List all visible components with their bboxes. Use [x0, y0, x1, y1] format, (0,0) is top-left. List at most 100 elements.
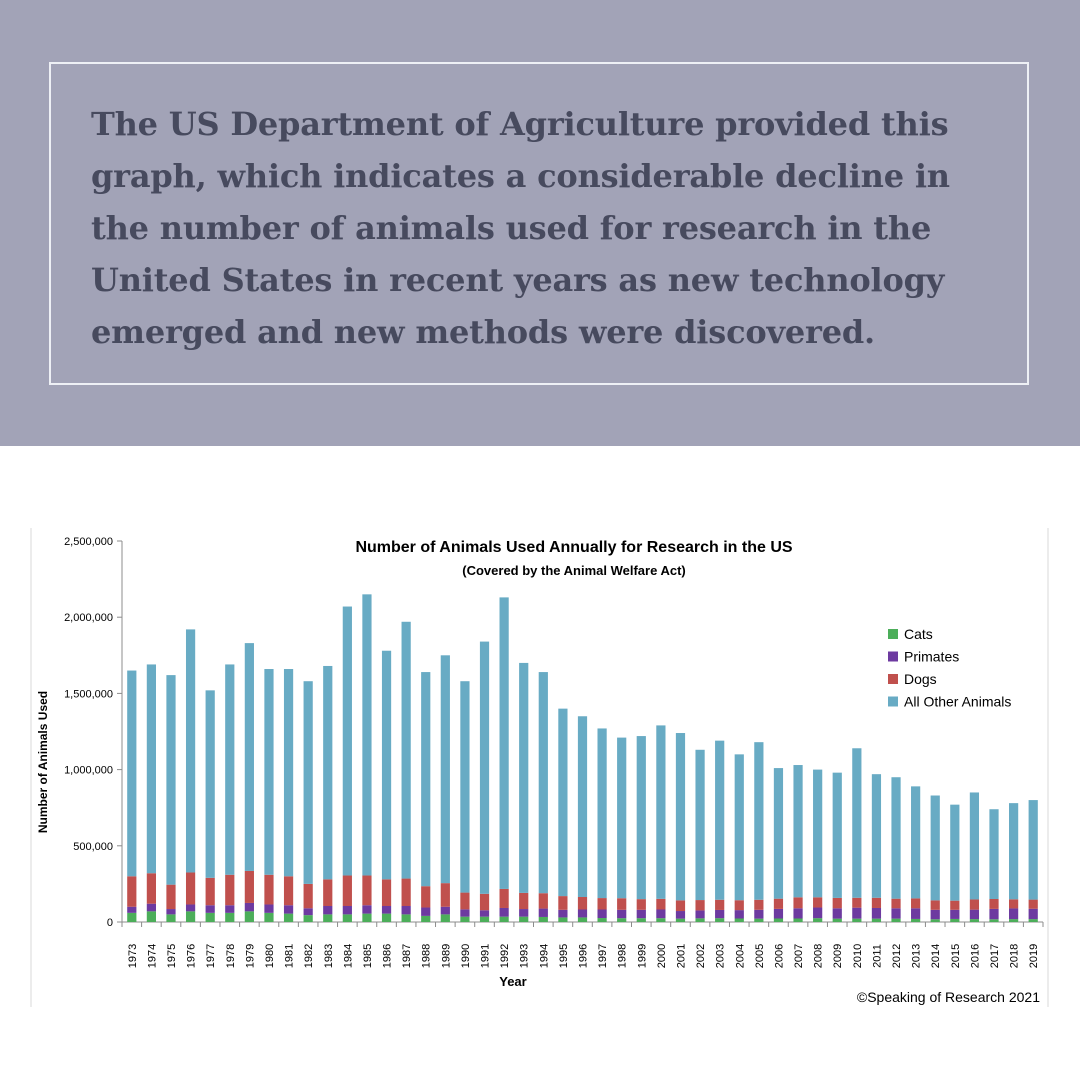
legend-label-dogs: Dogs: [904, 671, 937, 687]
y-axis: 0 500,000 1,000,000 1,500,000 2,000,000 2,500…: [64, 536, 123, 929]
x-tick-label: 2004: [734, 944, 746, 968]
bar-all-other-animals-2019: [1028, 800, 1038, 900]
bar-primates-2007: [793, 908, 803, 919]
x-tick-label: 1991: [480, 944, 492, 968]
bar-all-other-animals-1979: [244, 643, 254, 871]
bar-cats-2000: [656, 918, 666, 922]
bar-cats-1999: [636, 918, 646, 922]
bar-all-other-animals-1987: [401, 621, 411, 879]
bar-dogs-1980: [264, 874, 274, 905]
bar-dogs-1982: [303, 883, 313, 909]
bar-cats-1985: [362, 913, 372, 922]
bar-primates-2016: [969, 909, 980, 920]
bar-dogs-1997: [597, 898, 607, 910]
bar-dogs-1983: [323, 879, 333, 906]
bar-dogs-1989: [440, 883, 450, 907]
bar-dogs-2007: [793, 897, 803, 909]
x-axis-label: Year: [499, 974, 526, 989]
bar-cats-1992: [499, 916, 509, 922]
bar-primates-2010: [852, 907, 862, 919]
bar-primates-1982: [303, 908, 313, 916]
x-tick-label: 1973: [127, 944, 139, 968]
y-tick-label: 0: [107, 917, 113, 929]
bar-all-other-animals-2012: [891, 777, 901, 899]
bar-dogs-1990: [460, 892, 470, 910]
bar-dogs-2005: [754, 899, 764, 910]
credit-text: ©Speaking of Research 2021: [857, 989, 1040, 1005]
bar-primates-1988: [421, 907, 431, 916]
y-tick-label: 500,000: [73, 841, 113, 853]
bar-all-other-animals-1996: [577, 716, 588, 898]
bar-dogs-1998: [617, 898, 627, 910]
x-tick-label: 1990: [460, 944, 472, 968]
bar-dogs-2019: [1028, 899, 1038, 909]
bar-dogs-2014: [930, 900, 940, 910]
bar-primates-2004: [734, 910, 744, 919]
bar-primates-2014: [930, 909, 940, 920]
x-tick-label: 1982: [303, 944, 315, 968]
x-tick-label: 2001: [675, 944, 687, 968]
x-tick-label: 2016: [969, 944, 981, 968]
bar-dogs-1992: [499, 888, 509, 908]
bar-cats-1984: [342, 914, 352, 922]
bar-cats-1977: [205, 912, 215, 922]
x-tick-label: 1994: [538, 944, 550, 968]
bar-cats-2017: [989, 919, 999, 922]
bar-cats-1987: [401, 914, 411, 922]
bar-dogs-1973: [127, 876, 137, 907]
x-tick-label: 2010: [852, 944, 864, 968]
x-tick-label: 1975: [166, 944, 178, 968]
bar-all-other-animals-1990: [460, 681, 470, 893]
bar-cats-1979: [244, 911, 254, 922]
bar-cats-1982: [303, 915, 313, 922]
bar-primates-1976: [185, 904, 196, 912]
x-tick-label: 2002: [695, 944, 707, 968]
bar-primates-2012: [891, 908, 901, 919]
y-tick-label: 2,500,000: [64, 536, 113, 548]
bar-primates-1975: [166, 909, 176, 915]
x-tick-label: 1993: [519, 944, 531, 968]
bar-cats-1975: [166, 914, 176, 922]
x-tick-label: 1983: [323, 944, 335, 968]
bar-cats-1973: [127, 912, 137, 922]
legend-swatch-dogs: [888, 674, 898, 684]
y-axis-label: Number of Animals Used: [36, 691, 50, 833]
bar-all-other-animals-1985: [362, 594, 372, 876]
bar-cats-2019: [1028, 919, 1038, 922]
bar-primates-2018: [1009, 908, 1019, 920]
bar-primates-2000: [656, 909, 666, 919]
bar-primates-1989: [440, 906, 450, 915]
bar-dogs-2018: [1009, 899, 1019, 909]
bar-cats-2001: [675, 918, 686, 922]
x-tick-label: 1984: [342, 944, 354, 968]
bar-primates-1978: [225, 905, 235, 913]
x-tick-label: 1998: [617, 944, 629, 968]
x-tick-label: 1986: [382, 944, 394, 968]
bar-all-other-animals-1974: [146, 664, 156, 874]
bar-primates-2011: [871, 907, 882, 919]
bar-primates-1987: [401, 905, 411, 915]
x-tick-label: 1988: [421, 944, 433, 968]
bar-cats-1995: [558, 917, 568, 922]
bar-primates-2017: [989, 908, 999, 920]
chart-subtitle: (Covered by the Animal Welfare Act): [462, 563, 685, 578]
bar-dogs-2009: [832, 897, 842, 909]
bar-primates-1998: [617, 909, 627, 919]
bar-cats-1998: [617, 918, 627, 922]
x-tick-label: 2018: [1009, 944, 1021, 968]
bar-cats-2014: [930, 919, 940, 922]
bar-cats-1986: [381, 913, 392, 922]
bar-all-other-animals-2008: [813, 769, 823, 898]
bar-dogs-2002: [695, 900, 705, 911]
bar-cats-2011: [871, 918, 882, 922]
bar-all-other-animals-2005: [754, 742, 764, 900]
bar-cats-2004: [734, 918, 744, 922]
x-tick-label: 1980: [264, 944, 276, 968]
bar-all-other-animals-2010: [852, 748, 862, 898]
bars: [127, 594, 1038, 922]
x-tick-label: 2015: [950, 944, 962, 968]
bar-all-other-animals-2017: [989, 809, 999, 899]
bar-all-other-animals-2016: [969, 792, 980, 900]
bar-dogs-2008: [813, 897, 823, 908]
bar-dogs-2011: [871, 897, 882, 908]
